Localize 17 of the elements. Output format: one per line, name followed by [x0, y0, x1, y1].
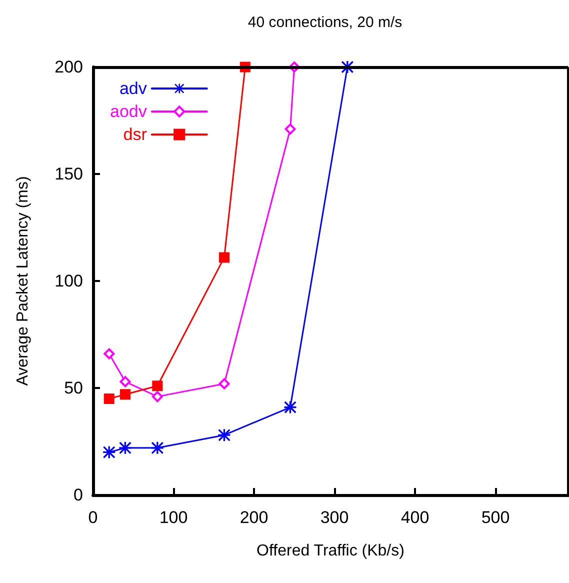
legend-label: dsr	[123, 125, 148, 144]
x-tick-label: 0	[88, 508, 98, 527]
x-tick-label: 200	[240, 508, 268, 527]
x-tick-label: 400	[400, 508, 430, 527]
y-tick-label: 50	[64, 378, 83, 398]
legend-label: adv	[119, 79, 148, 98]
x-tick-label: 500	[481, 508, 510, 527]
legend-label: aodv	[110, 102, 148, 121]
x-tick-label: 300	[320, 508, 349, 527]
x-axis-title: Offered Traffic (Kb/s)	[256, 542, 404, 560]
y-tick-label: 0	[74, 486, 83, 504]
y-tick-label: 150	[54, 164, 83, 184]
x-tick-label: 100	[159, 508, 188, 527]
y-tick-label: 200	[54, 58, 83, 76]
y-tick-label: 100	[54, 272, 83, 290]
y-axis-title: Average Packet Latency (ms)	[14, 176, 32, 386]
chart-title: 40 connections, 20 m/s	[248, 14, 402, 31]
